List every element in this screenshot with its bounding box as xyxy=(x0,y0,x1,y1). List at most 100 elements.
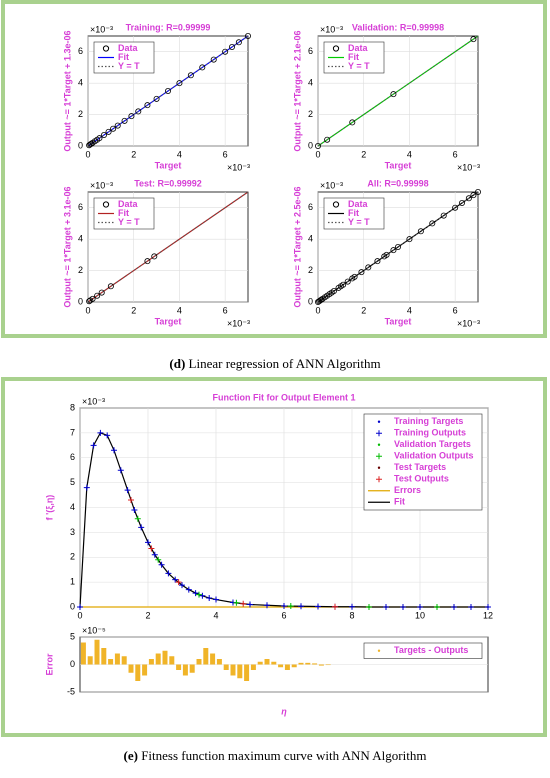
legend-swatch xyxy=(376,476,382,483)
data-point xyxy=(406,236,413,243)
legend-label: Fit xyxy=(348,52,359,62)
y-multiplier: ×10⁻⁵ xyxy=(82,625,106,635)
legend-label: Fit xyxy=(118,208,129,218)
y-tick-label: 6 xyxy=(308,202,313,212)
legend-swatch xyxy=(332,45,340,52)
y-multiplier: ×10⁻³ xyxy=(90,24,113,34)
data-point xyxy=(148,545,155,552)
data-point xyxy=(165,570,172,577)
x-multiplier: ×10⁻³ xyxy=(457,162,480,172)
legend-label: Test Targets xyxy=(394,462,446,472)
legend-label: Data xyxy=(348,199,369,209)
error-bar xyxy=(148,659,154,665)
data-point xyxy=(94,292,101,299)
legend-swatch xyxy=(376,430,382,437)
error-bar xyxy=(318,664,324,666)
data-point xyxy=(128,113,135,120)
data-point xyxy=(365,264,372,271)
legend-label: Data xyxy=(118,199,139,209)
data-point xyxy=(83,484,90,491)
legend-label: Targets - Outputs xyxy=(394,645,468,655)
error-bar xyxy=(162,650,168,665)
error-bar xyxy=(80,642,86,665)
y-axis-label: f '(ξ,η) xyxy=(44,495,54,521)
error-bar xyxy=(284,664,290,670)
data-point xyxy=(107,283,114,290)
data-point xyxy=(470,36,477,43)
data-point xyxy=(145,539,151,546)
series-line xyxy=(87,191,249,303)
x-tick-label: 4 xyxy=(177,305,182,315)
y-axis-label: Output ~= 1*Target + 1.3e-06 xyxy=(62,30,72,151)
data-point xyxy=(324,136,331,143)
data-point xyxy=(235,39,242,46)
legend-box xyxy=(363,642,483,659)
error-bar xyxy=(271,661,277,665)
error-bar xyxy=(87,656,93,665)
caption-e: (e) Fitness function maximum curve with … xyxy=(124,748,427,763)
x-multiplier: ×10⁻³ xyxy=(227,318,250,328)
data-point xyxy=(374,258,381,265)
error-bar xyxy=(230,664,236,676)
legend-swatch xyxy=(102,45,110,52)
error-bar xyxy=(169,656,175,665)
data-point xyxy=(351,273,358,280)
x-axis-label: Target xyxy=(155,160,182,170)
y-tick-label: 2 xyxy=(70,552,75,562)
y-multiplier: ×10⁻³ xyxy=(90,180,113,190)
error-bar xyxy=(196,659,202,665)
data-point xyxy=(451,604,457,610)
data-point xyxy=(111,447,117,454)
error-bar xyxy=(189,664,195,673)
x-axis-label: Target xyxy=(385,316,412,326)
data-point xyxy=(172,576,179,583)
data-point xyxy=(90,442,97,449)
legend-label: Fit xyxy=(118,52,129,62)
error-bar xyxy=(114,653,120,665)
data-point xyxy=(228,44,235,51)
data-point xyxy=(344,278,351,285)
y-tick-label: 1 xyxy=(70,577,75,587)
chart-title: All: R=0.99998 xyxy=(367,178,428,188)
error-bar xyxy=(155,653,161,665)
data-point xyxy=(176,80,183,87)
error-bar xyxy=(223,664,229,670)
legend-swatch xyxy=(377,649,381,652)
data-point xyxy=(185,586,192,593)
x-tick-label: 6 xyxy=(281,610,286,620)
data-point xyxy=(244,33,251,40)
data-point xyxy=(330,287,337,294)
x-axis-label: η xyxy=(281,706,287,716)
data-point xyxy=(144,258,151,265)
legend-swatch xyxy=(377,420,381,423)
x-tick-label: 6 xyxy=(453,149,458,159)
x-tick-label: 6 xyxy=(223,149,228,159)
data-point xyxy=(199,64,206,71)
y-axis-label: Output ~= 1*Target + 2.5e-06 xyxy=(292,186,302,307)
data-point xyxy=(158,561,165,568)
legend-label: Training Targets xyxy=(394,416,463,426)
x-axis-label: Target xyxy=(155,316,182,326)
data-point xyxy=(210,56,217,63)
x-tick-label: 2 xyxy=(361,305,366,315)
error-bar xyxy=(216,659,222,665)
data-point xyxy=(153,95,160,102)
caption-text: Linear regression of ANN Algorithm xyxy=(185,356,380,371)
data-point xyxy=(474,188,481,195)
error-bar xyxy=(278,664,284,668)
data-point xyxy=(175,579,182,586)
data-point xyxy=(199,592,206,599)
y-multiplier: ×10⁻³ xyxy=(320,180,343,190)
data-point xyxy=(151,551,158,558)
error-bar xyxy=(305,662,311,665)
y-tick-label: 0 xyxy=(308,140,313,150)
x-tick-label: 6 xyxy=(223,305,228,315)
data-point xyxy=(314,142,321,149)
data-point xyxy=(400,604,406,610)
x-tick-label: 2 xyxy=(361,149,366,159)
y-tick-label: 4 xyxy=(70,502,75,512)
x-tick-label: 2 xyxy=(131,149,136,159)
data-point xyxy=(470,192,477,199)
legend-box xyxy=(363,413,483,511)
